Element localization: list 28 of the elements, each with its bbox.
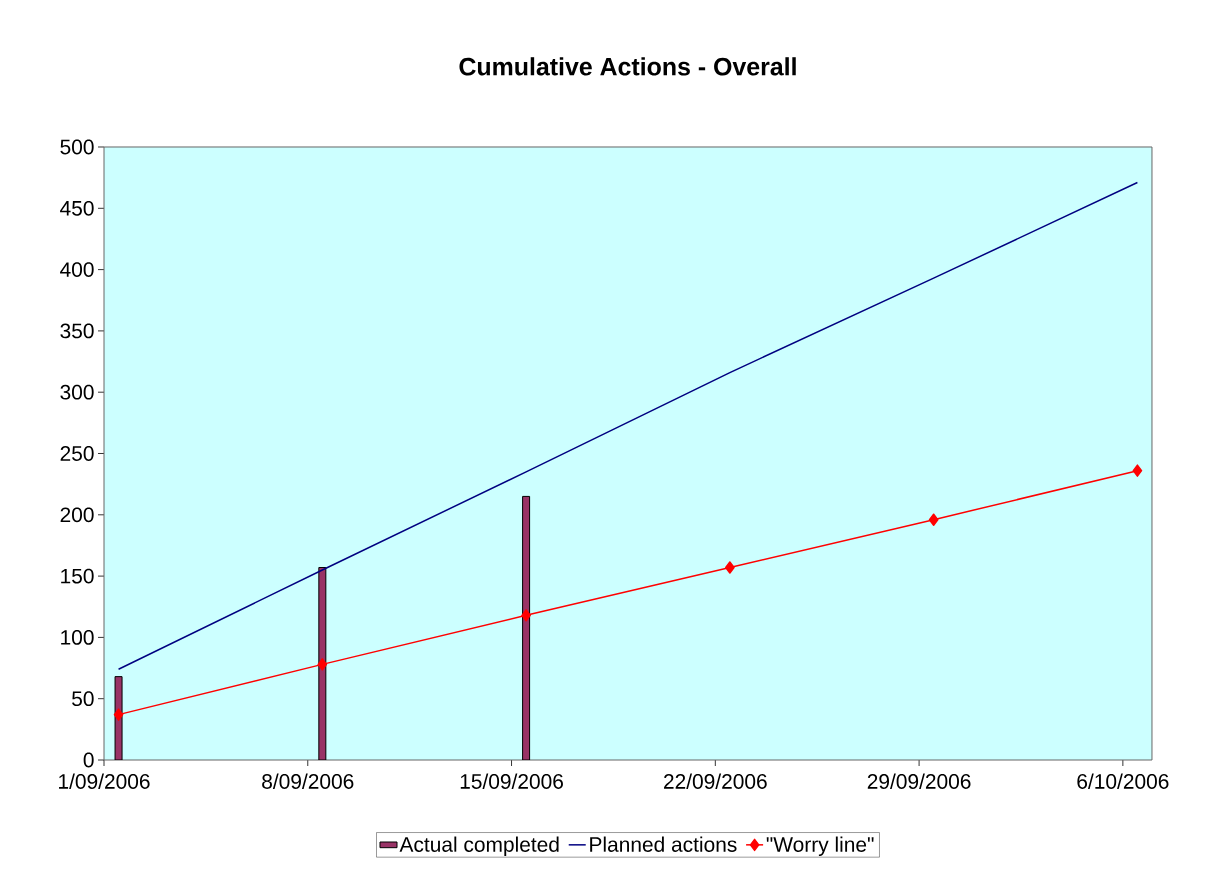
y-tick-label: 350 (60, 323, 94, 339)
y-tick-label: 0 (83, 752, 94, 768)
chart-title: Cumulative Actions - Overall (459, 57, 796, 76)
point (113, 708, 124, 721)
y-tick-label: 400 (60, 262, 94, 277)
y-tick-label: 150 (61, 568, 94, 584)
x-tick-label: 6/10/2006 (1077, 773, 1169, 789)
line-series (117, 181, 1139, 671)
x-tick-label: 15/09/2006 (460, 773, 563, 789)
y-tick-label: 50 (72, 691, 94, 707)
y-tick-label: 450 (60, 200, 94, 216)
legend-label: "Worry line" (766, 836, 874, 857)
y-tick-label: 500 (60, 139, 94, 155)
legend-label: Planned actions (590, 836, 737, 852)
y-tick-label: 300 (60, 384, 94, 400)
x-tick-label: 8/09/2006 (262, 773, 354, 789)
point (317, 658, 328, 671)
y-tick-label: 250 (60, 446, 94, 461)
x-tick-label: 22/09/2006 (664, 773, 767, 789)
point (1132, 464, 1143, 477)
point (725, 561, 735, 574)
point (928, 513, 939, 526)
x-tick-label: 29/09/2006 (867, 773, 971, 789)
y-tick-label: 200 (60, 507, 94, 523)
x-tick-label: 1/09/2006 (59, 773, 150, 789)
point (521, 609, 531, 622)
y-tick-label: 100 (61, 629, 94, 645)
legend-label: Actual completed (399, 836, 559, 857)
